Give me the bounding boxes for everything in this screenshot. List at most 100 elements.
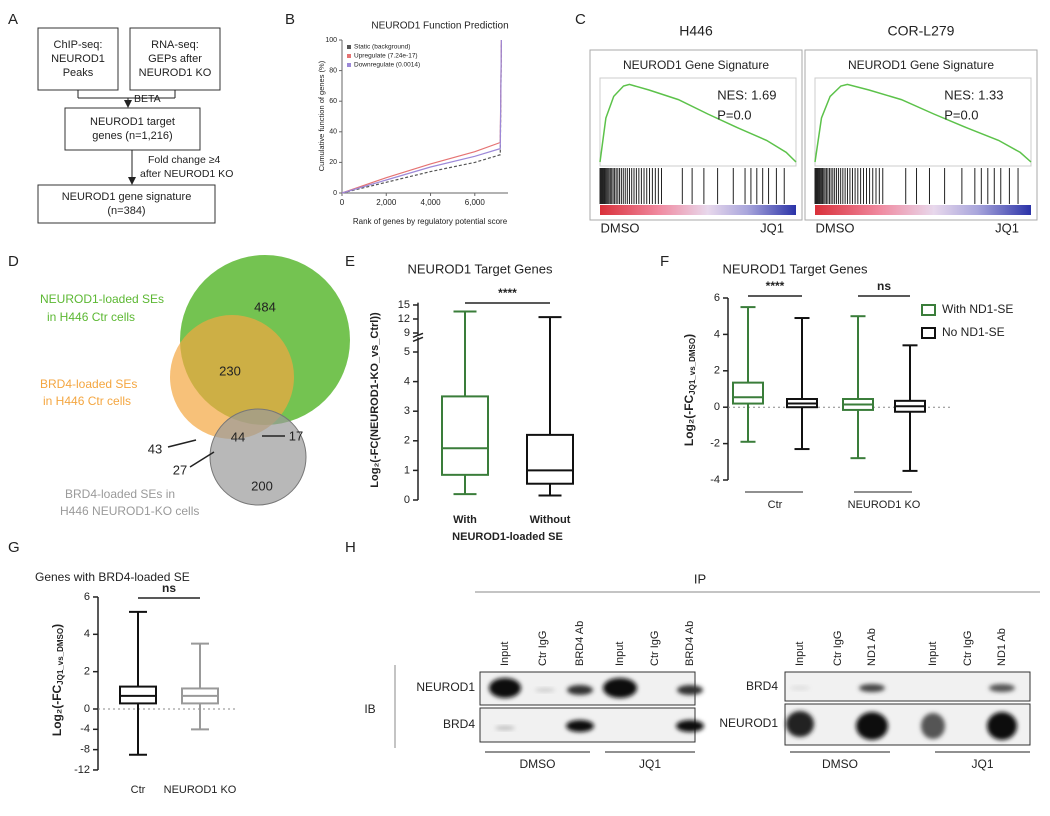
axis-label: Log₂(-FC(NEUROD1-KO_vs_Ctrl)) [369, 312, 381, 488]
row-label: NEUROD1 [719, 716, 778, 730]
lane-label: BRD4 Ab [574, 621, 586, 666]
chart-title: Genes with BRD4-loaded SE [35, 570, 190, 584]
axis-label: Rank of genes by regulatory potential sc… [353, 217, 508, 226]
row-label: BRD4 [443, 717, 475, 731]
venn-count: 484 [254, 299, 276, 314]
legend-swatch [347, 45, 351, 49]
edge-label: BETA [134, 93, 161, 105]
y-tick-label: -4 [80, 723, 90, 735]
row-label: NEUROD1 [416, 680, 475, 694]
legend-label: Downregulate (0.0014) [354, 62, 420, 69]
y-tick-label: 0 [714, 401, 720, 413]
enrichment-curve [814, 83, 1032, 163]
y-tick-label: 5 [404, 346, 410, 358]
lane-label: ND1 Ab [866, 628, 878, 666]
axis-label-part: JQ1_vs_DMSO [688, 338, 697, 395]
significance: ns [877, 279, 891, 293]
y-tick-label: -2 [710, 438, 720, 450]
legend-swatch [921, 304, 936, 316]
cell-line: COR-L279 [888, 23, 955, 39]
chart-title: NEUROD1 Target Genes [408, 261, 553, 276]
lane-label: Input [614, 642, 626, 666]
nes: NES: 1.69 [717, 87, 776, 102]
lane-label: Ctr IgG [832, 631, 844, 666]
blot-band [677, 685, 703, 695]
y-tick-label: 4 [404, 376, 410, 388]
flow-text: RNA-seq: [151, 39, 199, 51]
panel-label: F [660, 253, 669, 270]
y-tick-label: 2 [404, 435, 410, 447]
blot-band [567, 685, 593, 695]
venn-count: 27 [173, 462, 187, 477]
blot-band [989, 684, 1015, 692]
y-tick-label: 15 [398, 299, 410, 311]
chart-title: NEUROD1 Function Prediction [371, 21, 508, 32]
x-tick-label: Without [530, 514, 571, 526]
chart-title: NEUROD1 Target Genes [723, 261, 868, 276]
condition: JQ1 [995, 220, 1019, 235]
legend-label: No ND1-SE [942, 325, 1005, 339]
blot-band [786, 711, 814, 737]
ib-label: IB [364, 702, 375, 716]
y-tick-label: 12 [398, 313, 410, 325]
y-tick-label: 0 [404, 494, 410, 506]
y-tick-label: -4 [710, 474, 720, 486]
axis-label: Log₂(-FCJQ1_vs_DMSO) [50, 624, 65, 736]
x-tick-label: Ctr [131, 784, 146, 796]
x-tick-label: NEUROD1 KO [164, 784, 237, 796]
condition: DMSO [601, 220, 640, 235]
p-value: P=0.0 [944, 107, 978, 122]
lane-label: Ctr IgG [537, 631, 549, 666]
y-tick-label: -12 [74, 764, 90, 776]
rank-bar [815, 205, 1031, 215]
nes: NES: 1.33 [944, 87, 1003, 102]
lane-label: Input [927, 642, 939, 666]
venn-count: 43 [148, 441, 162, 456]
ip-label: IP [694, 571, 706, 586]
gsea-frame [589, 49, 803, 221]
y-tick-label: 0 [84, 703, 90, 715]
significance: **** [498, 286, 517, 300]
y-tick-label: 40 [329, 129, 337, 136]
axis-label-part: Log₂(-FC [50, 684, 64, 736]
x-tick-label: 6,000 [465, 198, 486, 207]
gsea-plot [814, 77, 1032, 167]
significance: ns [162, 581, 176, 595]
panel-label: B [285, 11, 295, 28]
flow-text: Peaks [63, 67, 94, 79]
y-tick-label: 80 [329, 67, 337, 74]
y-tick-label: -8 [80, 744, 90, 756]
set-label: in H446 Ctr cells [43, 394, 131, 408]
legend-label: Static (background) [354, 44, 410, 51]
y-tick-label: 6 [714, 292, 720, 304]
x-tick-label: Ctr [768, 499, 783, 511]
flow-text: NEUROD1 target [90, 116, 175, 128]
panel-label: C [575, 11, 586, 28]
legend-label: Upregulate (7.24e-17) [354, 53, 418, 60]
condition: JQ1 [971, 757, 993, 771]
x-tick-label: 2,000 [376, 198, 397, 207]
y-tick-label: 100 [325, 37, 337, 44]
y-tick-label: 4 [84, 628, 90, 640]
lane-label: Input [794, 642, 806, 666]
blot-band [495, 726, 515, 730]
blot-band [489, 678, 521, 698]
flow-box [37, 184, 216, 224]
y-tick-label: 3 [404, 405, 410, 417]
series-line [341, 39, 502, 194]
edge-label: after NEUROD1 KO [140, 168, 233, 180]
blot-band [603, 678, 637, 698]
gsea-title: NEUROD1 Gene Signature [623, 58, 769, 72]
blot-strip [784, 671, 1031, 702]
panel-label: H [345, 539, 356, 556]
blot-band [790, 686, 810, 690]
set-label: BRD4-loaded SEs in [65, 487, 175, 501]
x-tick-label: NEUROD1 KO [848, 499, 921, 511]
lane-label: BRD4 Ab [684, 621, 696, 666]
box [441, 395, 489, 476]
venn-count: 230 [219, 363, 241, 378]
axis-label: Cumulative function of genes (%) [317, 60, 326, 171]
blot-band [676, 720, 704, 732]
rank-bar [600, 205, 796, 215]
